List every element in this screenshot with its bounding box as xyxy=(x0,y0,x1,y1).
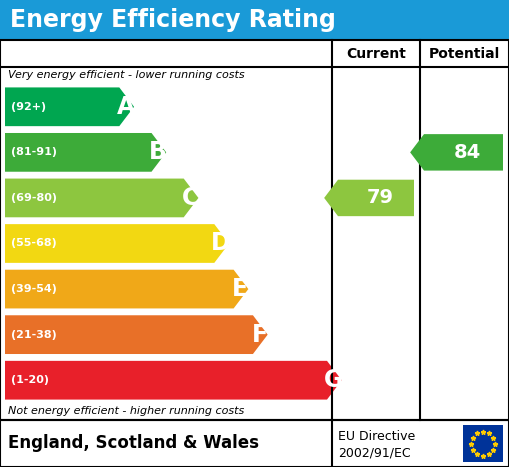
Text: D: D xyxy=(211,232,231,255)
Text: Not energy efficient - higher running costs: Not energy efficient - higher running co… xyxy=(8,406,244,417)
Polygon shape xyxy=(5,178,199,217)
Text: 79: 79 xyxy=(366,188,393,207)
Text: F: F xyxy=(251,323,268,347)
Polygon shape xyxy=(5,87,134,126)
Text: B: B xyxy=(149,141,167,164)
Text: 2002/91/EC: 2002/91/EC xyxy=(338,446,411,460)
Text: Energy Efficiency Rating: Energy Efficiency Rating xyxy=(10,8,336,32)
Text: England, Scotland & Wales: England, Scotland & Wales xyxy=(8,434,259,453)
Text: (21-38): (21-38) xyxy=(11,330,56,340)
Text: Current: Current xyxy=(346,47,406,61)
Polygon shape xyxy=(410,134,503,170)
Polygon shape xyxy=(5,361,342,400)
Text: (69-80): (69-80) xyxy=(11,193,57,203)
Text: (1-20): (1-20) xyxy=(11,375,49,385)
Text: (92+): (92+) xyxy=(11,102,46,112)
Text: EU Directive: EU Directive xyxy=(338,430,415,443)
Polygon shape xyxy=(5,315,268,354)
Bar xyxy=(0,40,509,420)
Bar xyxy=(463,425,503,462)
Text: E: E xyxy=(232,277,248,301)
Text: Very energy efficient - lower running costs: Very energy efficient - lower running co… xyxy=(8,71,245,80)
Text: (81-91): (81-91) xyxy=(11,148,57,157)
Polygon shape xyxy=(5,224,229,263)
Bar xyxy=(0,0,509,40)
Bar xyxy=(0,420,509,467)
Text: (39-54): (39-54) xyxy=(11,284,57,294)
Polygon shape xyxy=(5,133,166,172)
Text: 84: 84 xyxy=(454,143,481,162)
Polygon shape xyxy=(5,270,248,308)
Text: Potential: Potential xyxy=(429,47,500,61)
Text: G: G xyxy=(324,368,343,392)
Text: C: C xyxy=(182,186,199,210)
Text: A: A xyxy=(117,95,135,119)
Text: (55-68): (55-68) xyxy=(11,239,56,248)
Polygon shape xyxy=(324,180,414,216)
